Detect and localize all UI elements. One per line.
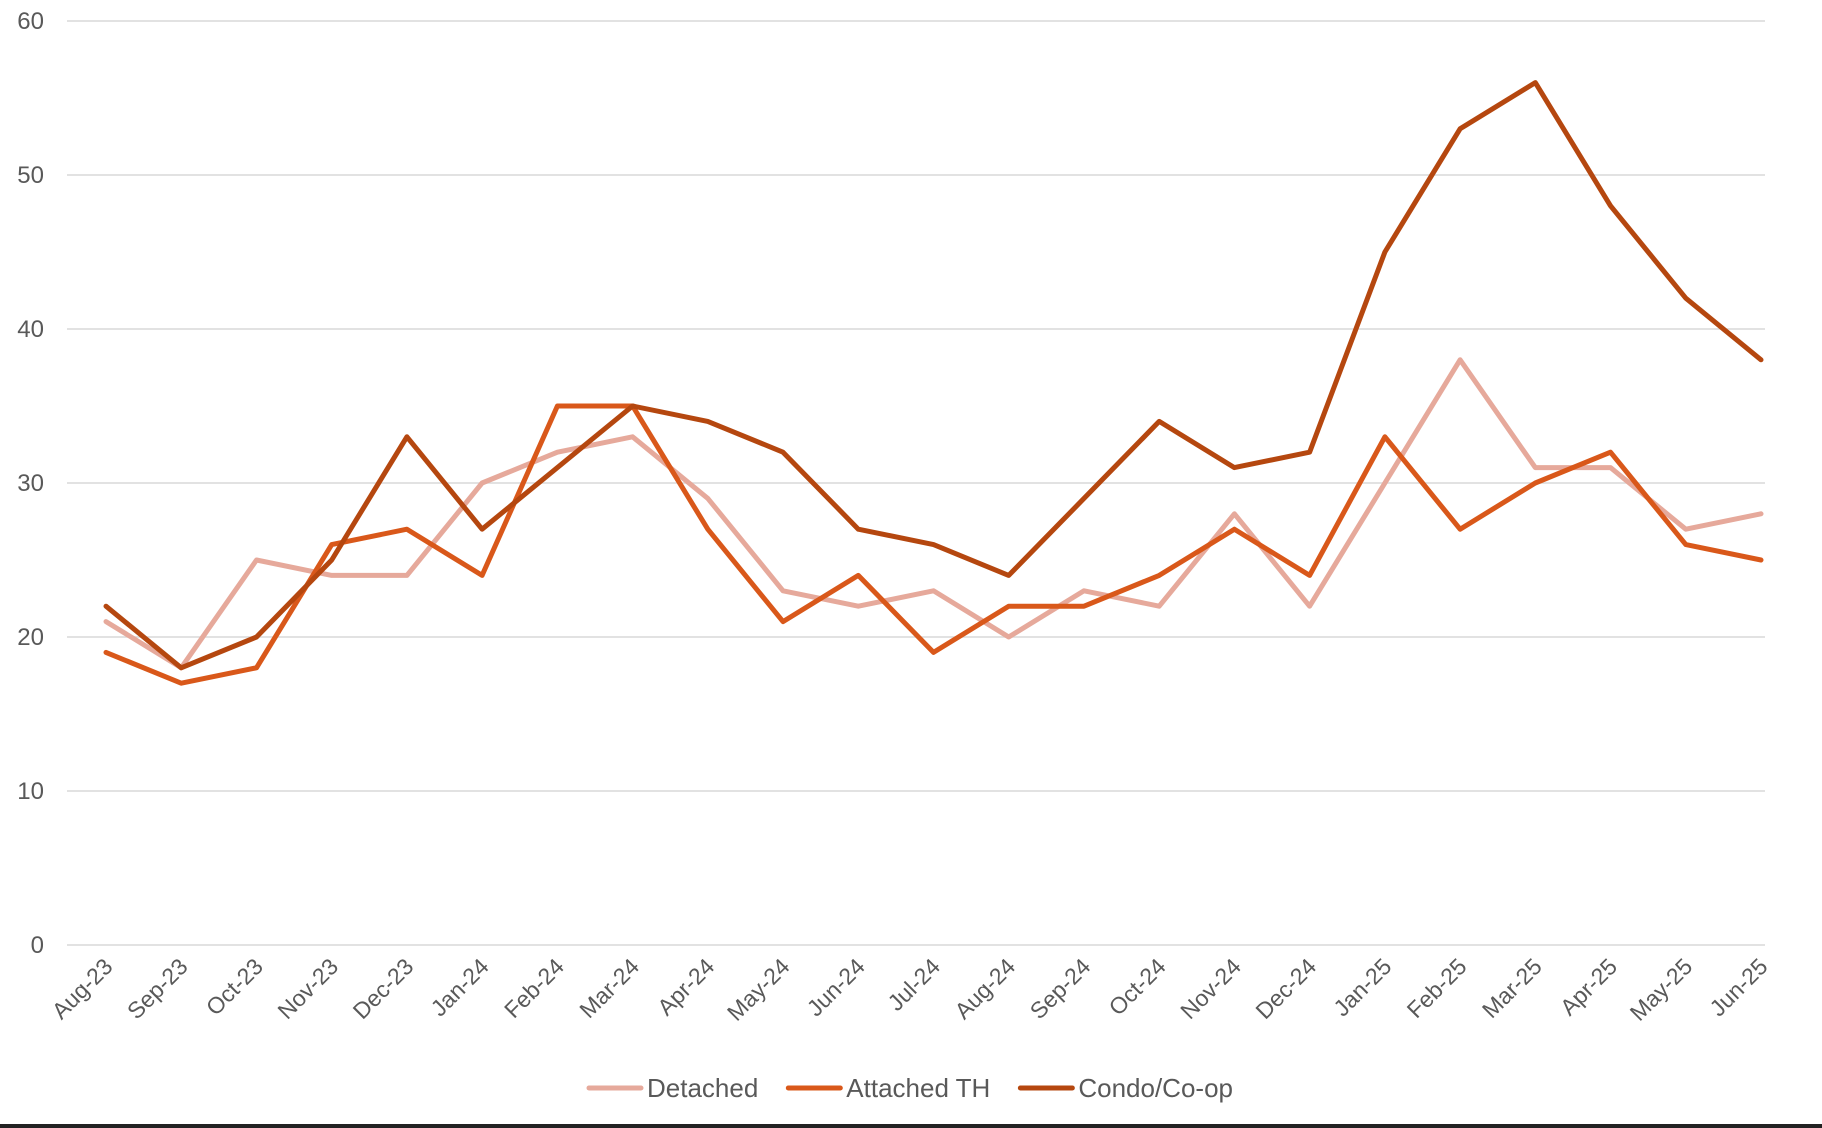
y-tick-label: 20 (17, 624, 44, 651)
x-tick-label: Oct-24 (1104, 953, 1171, 1020)
x-tick-label: Aug-23 (47, 953, 118, 1024)
x-tick-label: May-25 (1625, 953, 1698, 1026)
x-tick-label: Oct-23 (201, 953, 268, 1020)
x-tick-label: Aug-24 (949, 953, 1020, 1024)
y-tick-label: 0 (31, 932, 44, 959)
x-tick-label: Nov-23 (272, 953, 343, 1024)
x-tick-label: Apr-25 (1555, 953, 1622, 1020)
x-tick-label: Jan-25 (1328, 953, 1396, 1021)
x-tick-label: Dec-24 (1250, 953, 1321, 1024)
y-tick-label: 40 (17, 316, 44, 343)
x-tick-label: Dec-23 (348, 953, 419, 1024)
x-tick-label: Nov-24 (1175, 953, 1246, 1024)
legend-label-attached-th: Attached TH (846, 1073, 990, 1103)
y-axis-ticks: 0 10 20 30 40 50 60 (17, 8, 44, 959)
legend: Detached Attached TH Condo/Co-op (586, 1073, 1233, 1103)
bottom-border (0, 1124, 1822, 1128)
legend-label-condo-co-op: Condo/Co-op (1078, 1073, 1233, 1103)
x-axis-ticks: Aug-23 Sep-23 Oct-23 Nov-23 Dec-23 Jan-24 Feb-… (47, 953, 1773, 1026)
x-tick-label: Feb-25 (1402, 953, 1472, 1023)
x-tick-label: Mar-24 (574, 953, 644, 1023)
x-tick-label: Feb-24 (499, 953, 569, 1023)
y-tick-label: 60 (17, 8, 44, 35)
legend-label-detached: Detached (647, 1073, 758, 1103)
y-tick-label: 30 (17, 470, 44, 497)
series-line-attached-th (103, 403, 1764, 686)
x-tick-label: Sep-24 (1025, 953, 1096, 1024)
x-tick-label: Jun-24 (802, 953, 870, 1021)
x-tick-label: Mar-25 (1477, 953, 1547, 1023)
x-tick-label: Jan-24 (426, 953, 494, 1021)
x-tick-label: May-24 (722, 953, 795, 1026)
y-tick-label: 10 (17, 778, 44, 805)
series-line-detached (103, 357, 1764, 671)
series-line-condo-co-op (103, 80, 1764, 671)
gridlines (67, 20, 1765, 946)
series-lines (103, 80, 1764, 686)
x-tick-label: Jul-24 (882, 953, 945, 1016)
x-tick-label: Sep-23 (122, 953, 193, 1024)
x-tick-label: Jun-25 (1704, 953, 1772, 1021)
y-tick-label: 50 (17, 162, 44, 189)
x-tick-label: Apr-24 (652, 953, 719, 1020)
